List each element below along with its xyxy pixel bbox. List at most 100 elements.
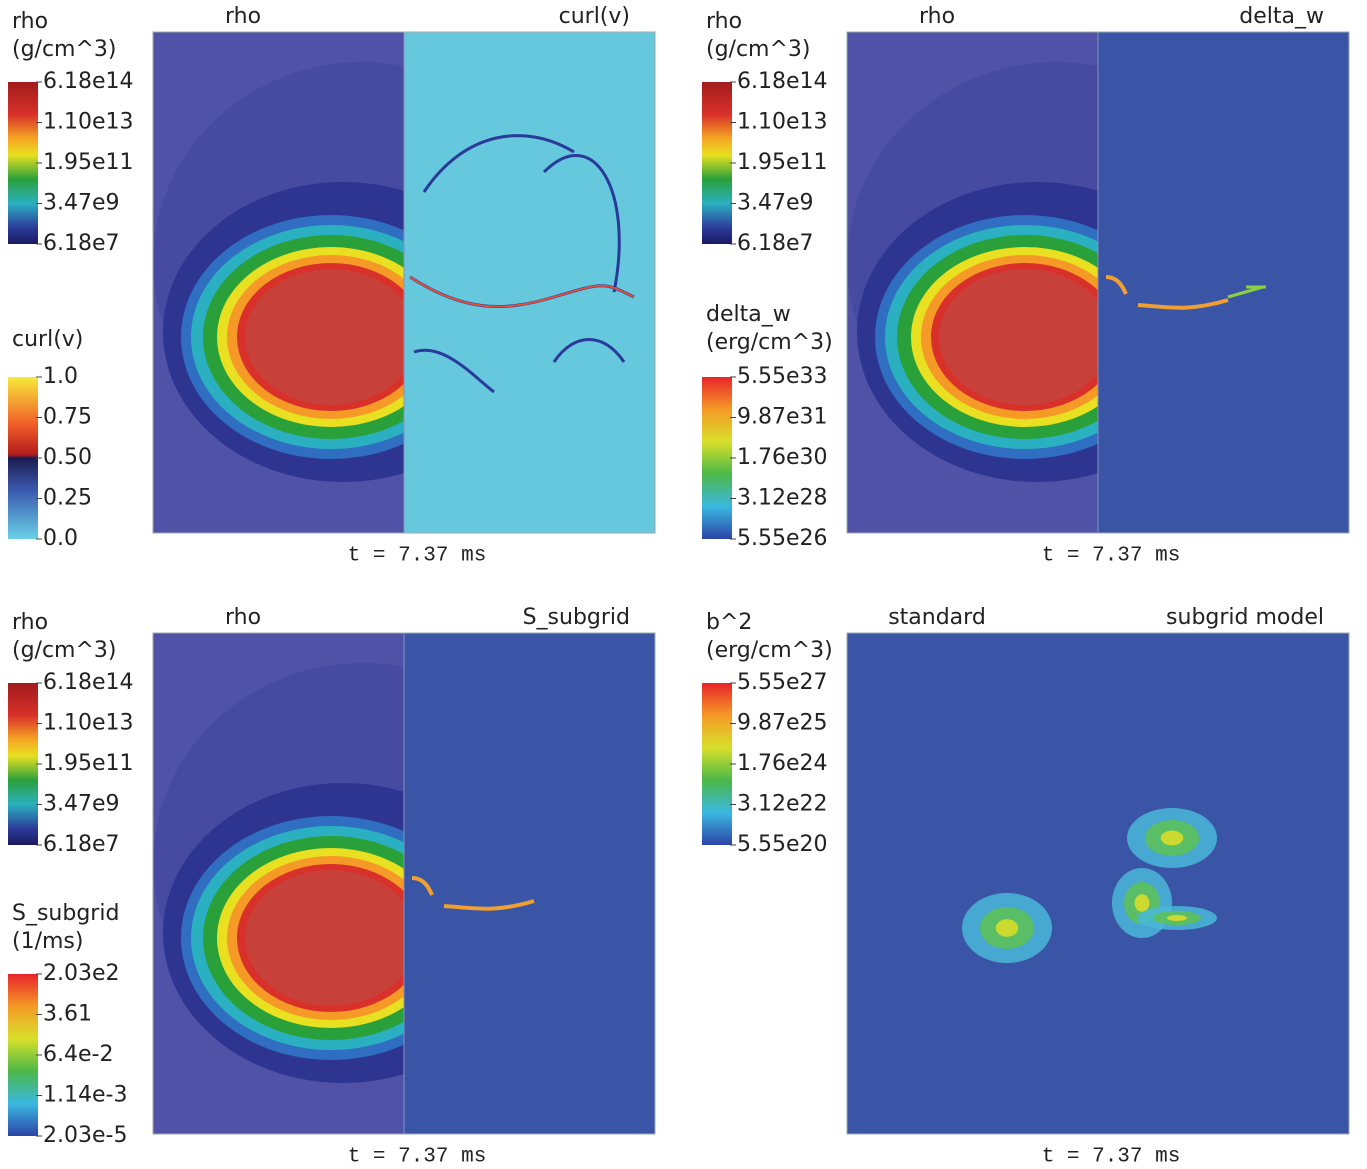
colorbar-title: (g/cm^3) xyxy=(12,638,117,663)
colorbar-tick-label: 3.47e9 xyxy=(737,191,814,216)
colorbar-tick-label: 3.12e22 xyxy=(737,792,828,817)
simulation-image xyxy=(153,32,655,533)
colorbar-tick-label: 3.47e9 xyxy=(43,792,120,817)
colorbar-tick-label: 6.18e14 xyxy=(737,69,828,94)
vortex-line xyxy=(542,154,621,293)
frame xyxy=(846,31,1350,534)
colorbar-gradient xyxy=(8,82,38,244)
left-label: rho xyxy=(225,605,261,630)
colorbar-tick-label: 3.47e9 xyxy=(43,191,120,216)
colorbar-title: (1/ms) xyxy=(12,929,83,954)
frame xyxy=(152,31,656,534)
background xyxy=(847,633,1349,1134)
colorbar-tick-label: 6.18e14 xyxy=(43,670,134,695)
colorbar-tick-label: 1.10e13 xyxy=(737,110,828,135)
colorbar-gradient xyxy=(702,377,732,539)
simulation-image xyxy=(847,32,1349,533)
colorbar-title: rho xyxy=(706,9,742,34)
colorbar: rho (g/cm^3) 6.18e14 1.10e13 1.95e11 3.47e9 6.… xyxy=(702,9,828,256)
colorbar: rho (g/cm^3) 6.18e14 1.10e13 1.95e11 3.47e9 6.… xyxy=(8,9,134,256)
flux-line xyxy=(1227,285,1266,299)
colorbar-title: (erg/cm^3) xyxy=(706,638,833,663)
right-label: S_subgrid xyxy=(523,605,630,630)
right-label: delta_w xyxy=(1239,4,1324,29)
colorbar-tick-label: 5.55e20 xyxy=(737,832,828,857)
colorbar-tick-label: 1.95e11 xyxy=(737,150,828,175)
colorbar-gradient xyxy=(8,974,38,1136)
field-blob xyxy=(995,919,1019,937)
simulation-image xyxy=(153,633,655,1134)
colorbar-tick-label: 5.55e26 xyxy=(737,526,828,551)
colorbar-title: (g/cm^3) xyxy=(12,37,117,62)
colorbar: delta_w (erg/cm^3) 5.55e33 9.87e31 1.76e30 3.… xyxy=(702,302,833,551)
vortex-line xyxy=(413,348,495,394)
colorbar-title: b^2 xyxy=(706,610,752,635)
time-label: t = 7.37 ms xyxy=(348,545,487,568)
field-blob xyxy=(1160,830,1184,846)
colorbar-title: S_subgrid xyxy=(12,901,119,926)
background xyxy=(404,633,655,1134)
density-map xyxy=(847,32,1098,533)
colorbar-title: rho xyxy=(12,610,48,635)
panel: standard subgrid model t = 7.37 ms b^2 (erg/… xyxy=(702,605,1350,1169)
colorbar-title: curl(v) xyxy=(12,327,83,352)
colorbar-title: delta_w xyxy=(706,302,791,327)
background xyxy=(404,32,655,533)
background xyxy=(1098,32,1349,533)
colorbar-tick-label: 0.0 xyxy=(43,526,78,551)
colorbar-tick-label: 1.10e13 xyxy=(43,110,134,135)
colorbar-title: (erg/cm^3) xyxy=(706,330,833,355)
colorbar-tick-label: 2.03e-5 xyxy=(43,1123,127,1148)
colorbar-tick-label: 9.87e31 xyxy=(737,405,828,430)
simulation-image xyxy=(847,633,1349,1134)
shell xyxy=(245,870,404,1006)
shell xyxy=(245,269,404,405)
left-label: rho xyxy=(225,4,261,29)
flux-line xyxy=(1105,275,1229,310)
right-map xyxy=(1098,32,1349,533)
colorbar-tick-label: 6.18e14 xyxy=(43,69,134,94)
colorbar-tick-label: 1.76e30 xyxy=(737,445,828,470)
flux-line xyxy=(411,876,535,911)
time-label: t = 7.37 ms xyxy=(1042,545,1181,568)
colorbar-tick-label: 1.95e11 xyxy=(43,150,134,175)
colorbar-tick-label: 9.87e25 xyxy=(737,711,828,736)
colorbar-gradient xyxy=(702,82,732,244)
colorbar-tick-label: 2.03e2 xyxy=(43,961,120,986)
frame xyxy=(846,632,1350,1135)
colorbar-tick-label: 6.18e7 xyxy=(43,231,120,256)
colorbar-tick-label: 6.18e7 xyxy=(737,231,814,256)
left-label: rho xyxy=(919,4,955,29)
time-label: t = 7.37 ms xyxy=(348,1146,487,1169)
density-map xyxy=(153,32,404,533)
colorbar-tick-label: 0.25 xyxy=(43,486,92,511)
right-map xyxy=(404,32,655,533)
density-map xyxy=(153,633,404,1134)
colorbar-title: rho xyxy=(12,9,48,34)
field-blob xyxy=(1167,915,1187,921)
colorbar-tick-label: 0.50 xyxy=(43,445,92,470)
right-map xyxy=(404,633,655,1134)
colorbar: S_subgrid (1/ms) 2.03e2 3.61 6.4e-2 1.14e-3 2.… xyxy=(8,901,127,1148)
colorbar: b^2 (erg/cm^3) 5.55e27 9.87e25 1.76e24 3.12e2… xyxy=(702,610,833,857)
colorbar-tick-label: 3.61 xyxy=(43,1002,92,1027)
colorbar-tick-label: 1.0 xyxy=(43,364,78,389)
right-label: curl(v) xyxy=(559,4,630,29)
right-label: subgrid model xyxy=(1166,605,1324,630)
colorbar-tick-label: 6.4e-2 xyxy=(43,1042,113,1067)
colorbar-tick-label: 1.76e24 xyxy=(737,751,828,776)
field-blob xyxy=(1134,894,1150,912)
colorbar-tick-label: 1.10e13 xyxy=(43,711,134,736)
panel: rho curl(v) t = 7.37 ms rho (g/cm^3) 6.18e14 1… xyxy=(8,4,656,568)
time-label: t = 7.37 ms xyxy=(1042,1146,1181,1169)
vortex-line xyxy=(409,276,635,308)
colorbar-tick-label: 1.14e-3 xyxy=(43,1083,127,1108)
panel: rho delta_wt = 7.37 ms rho (g/cm^3) 6.18e14 1… xyxy=(702,4,1350,568)
vortex-line xyxy=(552,338,626,363)
colorbar-gradient xyxy=(8,377,38,539)
colorbar-tick-label: 3.12e28 xyxy=(737,486,828,511)
colorbar-tick-label: 5.55e33 xyxy=(737,364,828,389)
colorbar: curl(v) 1.0 0.75 0.50 0.25 0.0 xyxy=(8,327,92,551)
